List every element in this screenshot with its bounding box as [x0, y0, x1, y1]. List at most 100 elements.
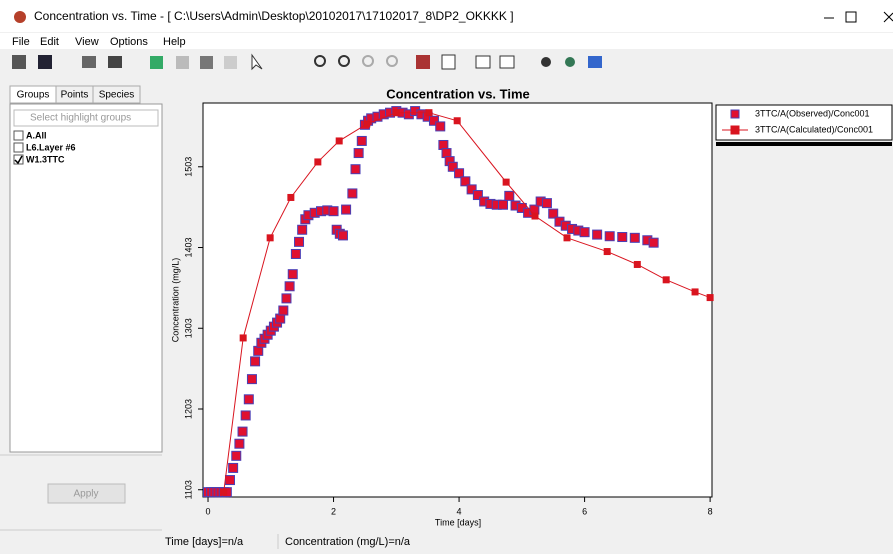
data-point [220, 488, 228, 496]
legend-label: 3TTC/A(Calculated)/Conc001 [755, 124, 873, 134]
group-checkbox[interactable] [13, 130, 24, 141]
tool-h[interactable] [499, 55, 515, 69]
close-button[interactable] [883, 11, 893, 23]
toolbar [12, 53, 602, 71]
data-point [314, 158, 322, 166]
data-point [284, 281, 295, 292]
chart-title: Concentration vs. Time [386, 86, 530, 101]
maximize-button[interactable] [845, 11, 857, 23]
data-point [392, 109, 400, 117]
tool-zoom-out[interactable] [362, 55, 374, 67]
x-tick-label: 6 [582, 506, 587, 516]
group-label[interactable]: W1.3TTC [26, 154, 65, 164]
data-point [662, 276, 670, 284]
data-point [502, 178, 510, 186]
data-point [353, 148, 364, 159]
tool-b[interactable] [176, 56, 189, 69]
data-point [541, 198, 552, 209]
tool-e[interactable] [416, 55, 430, 69]
tool-pointer[interactable] [251, 53, 263, 71]
status-text: Time [days]=n/a [165, 536, 244, 548]
menu-item[interactable]: File [12, 36, 30, 48]
tool-paste[interactable] [108, 56, 122, 68]
data-point [706, 294, 714, 302]
data-point [281, 293, 292, 304]
data-point [453, 117, 461, 125]
menu-item[interactable]: Edit [40, 36, 59, 48]
tool-d[interactable] [224, 56, 237, 69]
data-point [297, 224, 308, 235]
data-point [363, 120, 371, 128]
group-label[interactable]: L6.Layer #6 [26, 142, 76, 152]
tool-a[interactable] [150, 56, 163, 69]
menu-item[interactable]: Options [110, 36, 148, 48]
data-point [341, 204, 352, 215]
data-point [328, 206, 339, 217]
tool-zoom-reset[interactable] [386, 55, 398, 67]
x-tick-label: 2 [331, 506, 336, 516]
group-checkbox[interactable] [13, 154, 24, 165]
window-title: Concentration vs. Time - [ C:\Users\Admi… [34, 9, 514, 23]
data-point [228, 462, 239, 473]
tool-k[interactable] [588, 56, 602, 68]
group-checkbox[interactable] [13, 142, 24, 153]
x-tick-label: 0 [206, 506, 211, 516]
y-tick-label: 1203 [183, 399, 193, 419]
data-point [504, 190, 515, 201]
data-point [579, 227, 590, 238]
tool-copy[interactable] [82, 56, 96, 68]
data-point [234, 438, 245, 449]
tool-c[interactable] [200, 56, 213, 69]
apply-button[interactable] [47, 483, 126, 504]
data-point [629, 232, 640, 243]
tab-label: Groups [17, 90, 50, 101]
data-point [240, 410, 251, 421]
search-box[interactable] [13, 109, 159, 127]
legend-marker [730, 109, 740, 119]
data-point [290, 248, 301, 259]
group-label[interactable]: A.All [26, 130, 47, 140]
y-tick-label: 1403 [183, 238, 193, 258]
status-bar [0, 530, 893, 549]
tool-f[interactable] [441, 54, 456, 70]
tool-g[interactable] [475, 55, 491, 69]
data-point [633, 260, 641, 268]
data-point [447, 161, 458, 172]
data-point [356, 135, 367, 146]
data-point [435, 121, 446, 132]
data-point [347, 188, 358, 199]
data-point [335, 137, 343, 145]
y-axis-label: Concentration (mg/L) [170, 258, 180, 343]
tool-j[interactable] [565, 57, 575, 67]
tab[interactable] [92, 85, 141, 104]
data-point [472, 190, 483, 201]
group-list-box [9, 103, 163, 453]
legend-bar [716, 142, 892, 146]
tool-i[interactable] [541, 57, 551, 67]
menu-item[interactable]: View [75, 36, 99, 48]
data-point [648, 237, 659, 248]
data-point [603, 248, 611, 256]
data-point [466, 184, 477, 195]
data-point [239, 334, 247, 342]
tool-zoom[interactable] [338, 55, 350, 67]
data-point [428, 115, 439, 126]
menu-item[interactable]: Help [163, 36, 186, 48]
tool-print[interactable] [12, 55, 26, 69]
data-point [531, 212, 539, 220]
tool-zoom-in[interactable] [314, 55, 326, 67]
legend-label: 3TTC/A(Observed)/Conc001 [755, 108, 870, 118]
data-point [231, 450, 242, 461]
checkmark [14, 155, 23, 165]
search-placeholder: Select highlight groups [30, 113, 131, 124]
data-point [350, 164, 361, 175]
tool-save[interactable] [38, 55, 52, 69]
data-point [294, 236, 305, 247]
data-point [337, 230, 348, 241]
x-tick-label: 8 [708, 506, 713, 516]
tab-label: Species [99, 90, 135, 101]
data-point [548, 208, 559, 219]
data-point [266, 234, 274, 242]
data-point [460, 176, 471, 187]
